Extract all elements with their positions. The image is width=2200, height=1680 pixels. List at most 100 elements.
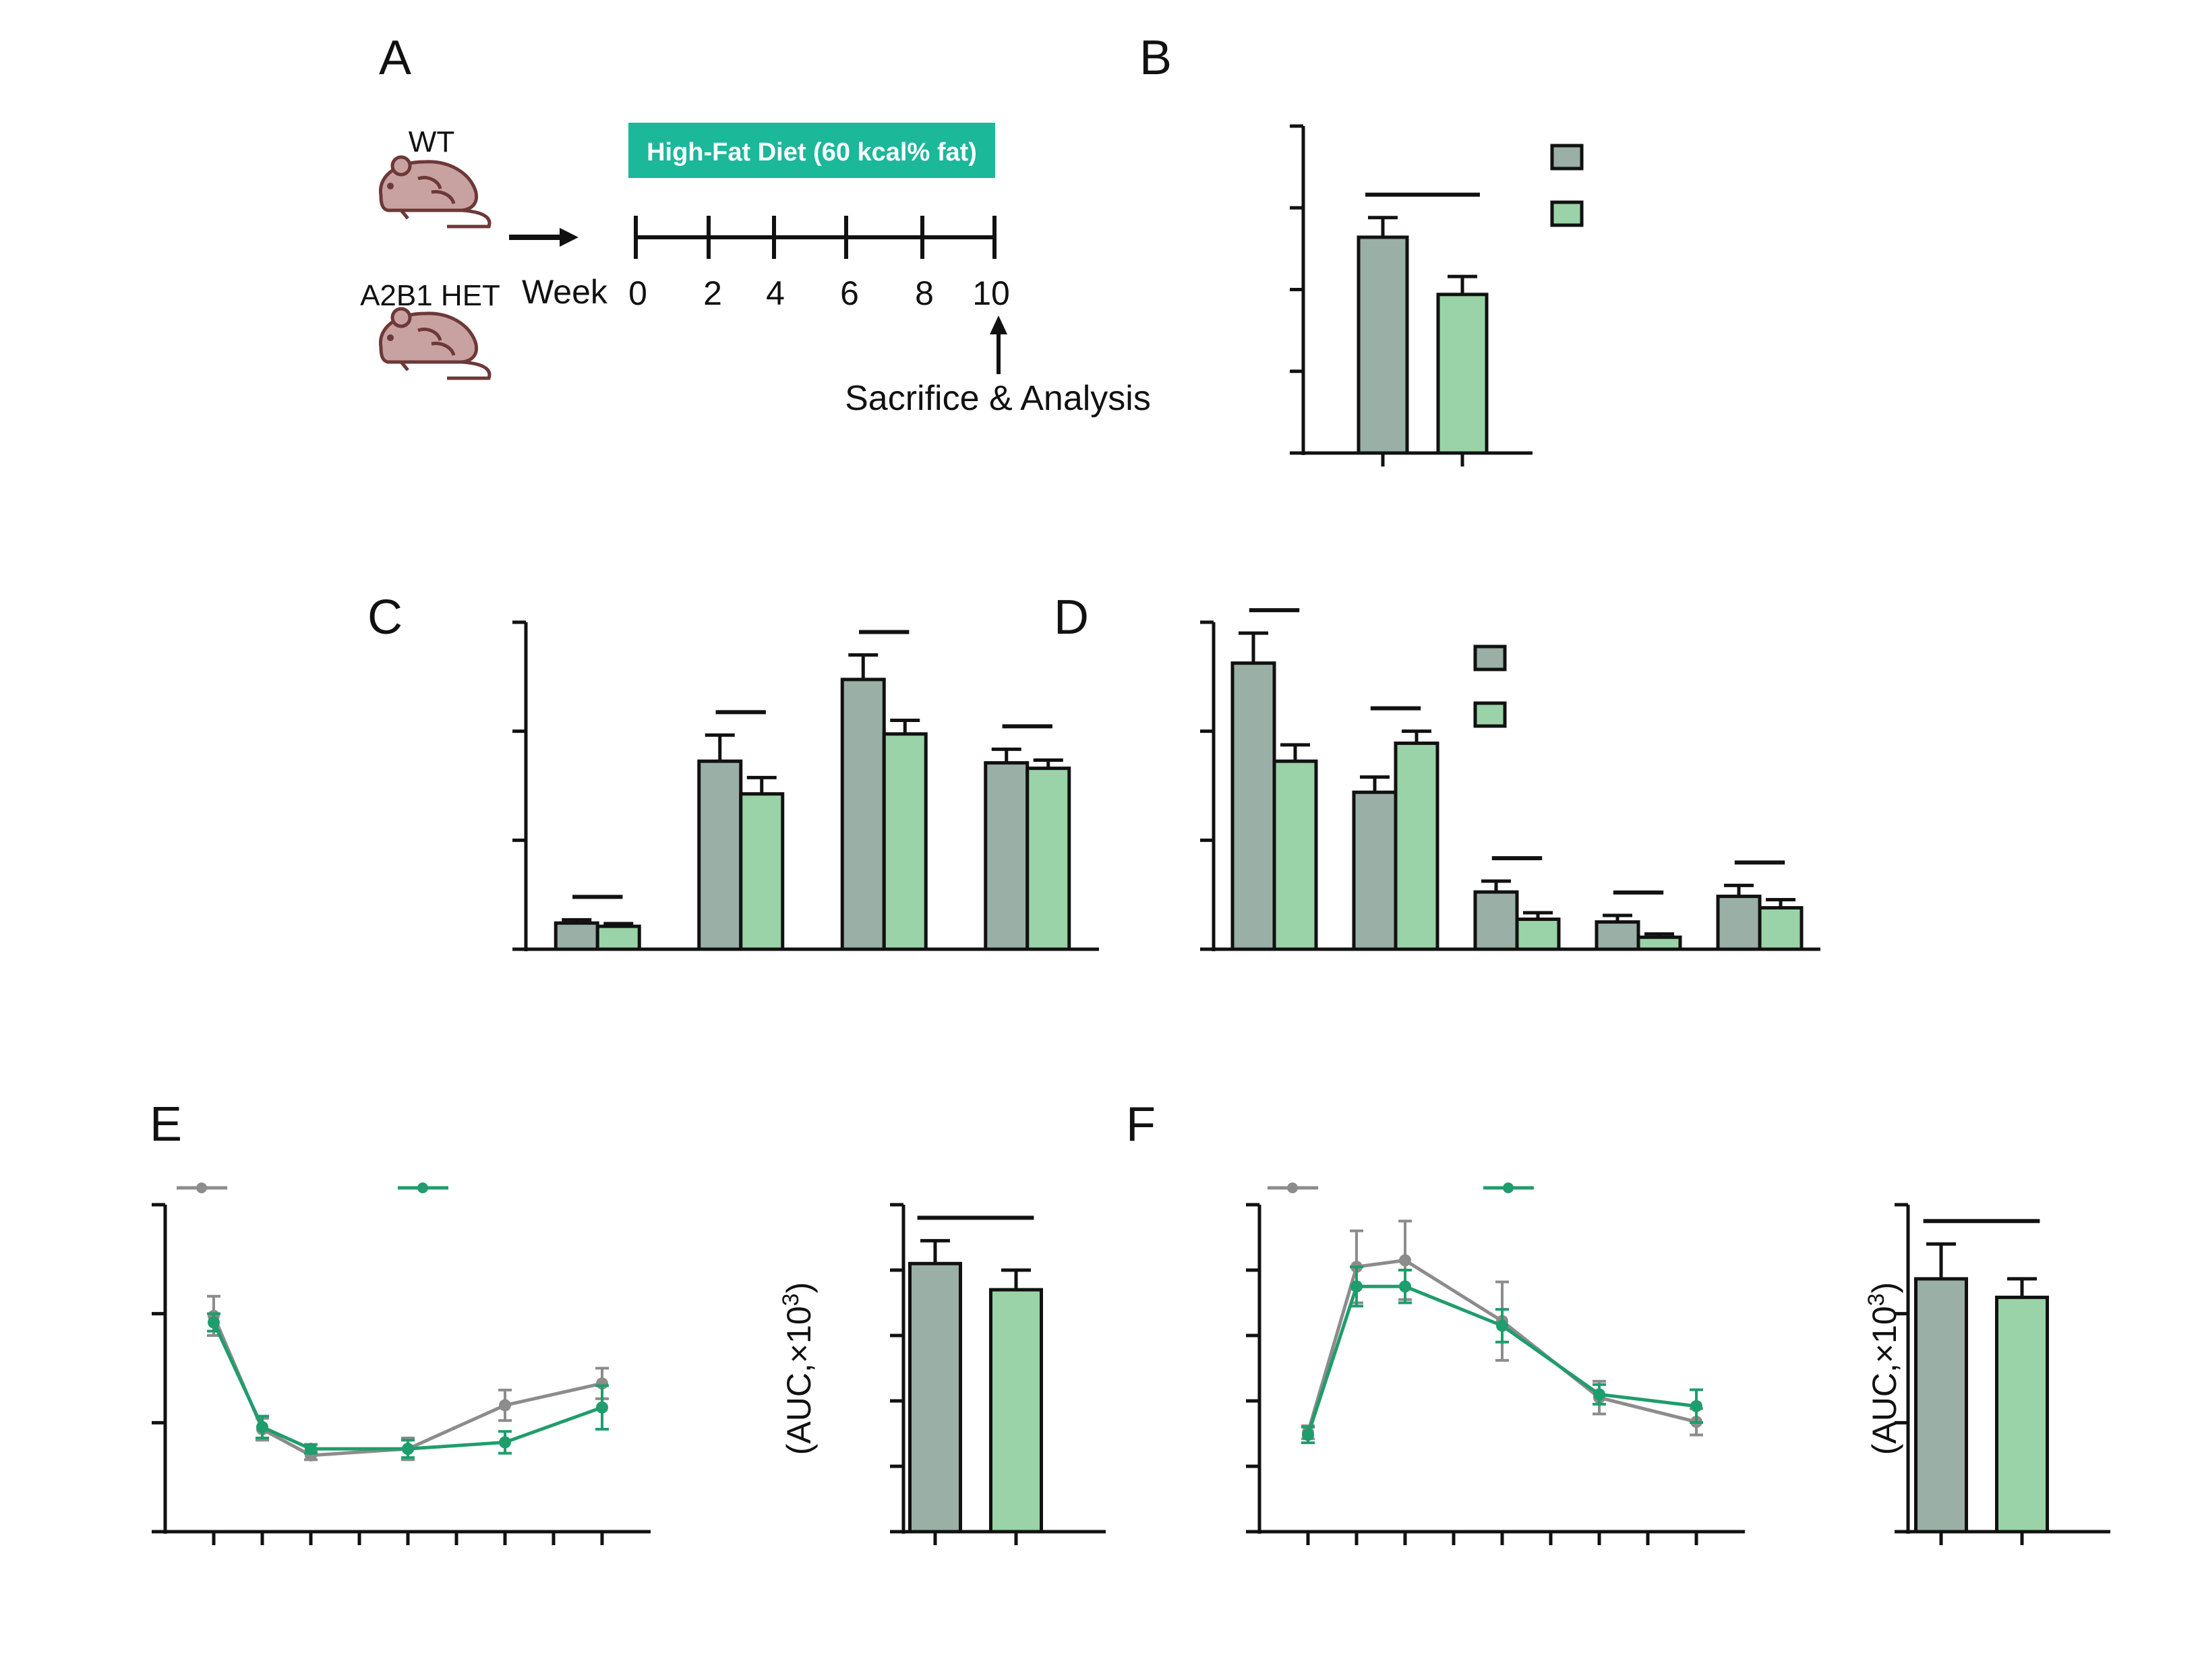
wt-series-line — [1306, 1258, 1697, 1433]
panel-letter-f: F — [1126, 1098, 1156, 1151]
het-data-point — [208, 1316, 220, 1329]
het-bar-ewat — [882, 732, 928, 951]
error-bar — [746, 775, 777, 794]
error-bar — [1001, 1268, 1031, 1290]
panel-letter-c: C — [367, 591, 403, 644]
timeline — [634, 216, 997, 259]
error-bar — [1280, 743, 1310, 762]
panel-letter-e: E — [150, 1098, 182, 1151]
het-bar-ldl — [1515, 918, 1561, 951]
legend-marker-het — [1503, 1182, 1514, 1193]
error-bar — [1402, 729, 1431, 744]
diet-box — [628, 123, 995, 178]
legend-swatch-wt — [1473, 644, 1507, 671]
error-bar — [920, 1238, 950, 1264]
het-data-point — [1690, 1400, 1702, 1412]
y-axis — [1200, 620, 1216, 951]
het-data-point — [1399, 1280, 1411, 1293]
y-axis — [890, 1203, 905, 1534]
het-bar-iwat — [739, 792, 785, 951]
panel-letter-a: A — [379, 31, 411, 85]
error-bar — [991, 747, 1021, 763]
het-data-point — [1350, 1280, 1363, 1293]
error-bar — [1239, 631, 1268, 663]
wt-series-line — [212, 1315, 603, 1458]
error-bar — [890, 719, 920, 734]
week-tick-2: 2 — [703, 274, 722, 312]
het-bar-fa — [1995, 1295, 2049, 1534]
auc-exponent: 3 — [1864, 1293, 1889, 1306]
auc-prefix: (AUC,×10 — [780, 1306, 818, 1455]
het-bar-bat — [595, 924, 641, 951]
het-data-point — [402, 1443, 414, 1456]
error-bar — [1481, 879, 1511, 893]
legend-swatch-het — [1473, 701, 1507, 728]
het-data-point — [1593, 1388, 1605, 1401]
wt-bar-tg — [1595, 920, 1640, 951]
auc-exponent: 3 — [778, 1293, 804, 1306]
error-bar — [1724, 883, 1754, 897]
wt-bar-nefa — [1716, 895, 1762, 951]
legend-marker-wt — [1287, 1182, 1298, 1193]
het-bar-ea — [989, 1288, 1043, 1534]
wt-bar-tc — [1230, 661, 1276, 951]
legend-swatch-het — [1550, 200, 1584, 227]
het-label: A2B1 HET — [360, 279, 500, 312]
het-data-point — [499, 1436, 511, 1449]
y-axis — [1895, 1203, 1910, 1534]
auc-suffix: ) — [1866, 1282, 1903, 1294]
y-axis-label-line2: (AUC,×103) — [1864, 1282, 1903, 1456]
auc-prefix: (AUC,×10 — [1866, 1306, 1903, 1455]
error-bar — [705, 733, 735, 762]
panel-letter-b: B — [1139, 31, 1172, 85]
wt-bar-hdl — [1352, 790, 1398, 951]
y-axis-label-line2: (AUC,×103) — [778, 1282, 818, 1456]
panel-a: A WT A2B1 HET High-Fat Diet (60 kcal% fa… — [360, 31, 1151, 418]
legend-marker-wt — [196, 1182, 207, 1193]
diet-label: High-Fat Diet (60 kcal% fat) — [647, 138, 977, 167]
het-bar-tg — [1636, 935, 1682, 951]
wt-label: WT — [409, 125, 454, 158]
wt-bar-ewat — [840, 678, 886, 951]
panel-letter-d: D — [1054, 591, 1089, 644]
week-label: Week — [522, 273, 608, 311]
legend-marker-het — [417, 1182, 428, 1193]
wt-bar-ldl — [1473, 890, 1519, 951]
wt-bar-fa — [1914, 1277, 1968, 1534]
het-bar-nefa — [1758, 906, 1804, 951]
het-series-line — [1306, 1284, 1697, 1436]
mouse-icon — [380, 309, 489, 378]
sacrifice-label: Sacrifice & Analysis — [845, 379, 1151, 418]
week-tick-0: 0 — [628, 274, 647, 312]
auc-suffix: ) — [780, 1282, 818, 1294]
error-bar — [1360, 775, 1390, 793]
week-tick-6: 6 — [840, 274, 859, 312]
y-axis — [1246, 1203, 1261, 1534]
week-tick-4: 4 — [766, 274, 785, 312]
het-data-point — [1302, 1429, 1314, 1441]
y-axis — [512, 620, 528, 951]
wt-data-point — [499, 1399, 511, 1412]
wt-data-point — [1399, 1254, 1411, 1267]
het-bar-tc — [1272, 759, 1318, 951]
arrow-right-icon — [509, 228, 578, 247]
het-data-point — [305, 1443, 317, 1456]
wt-bar-b — [1357, 235, 1409, 455]
error-bar — [2007, 1277, 2037, 1298]
wt-bar-liver — [984, 761, 1030, 951]
mouse-icon — [380, 157, 489, 227]
chart-panels: BC DE(AUC,×103)F(AUC,×103) — [150, 31, 2110, 1545]
het-bar-liver — [1025, 767, 1071, 951]
week-tick-10: 10 — [972, 274, 1010, 312]
legend-swatch-wt — [1550, 144, 1584, 171]
het-data-point — [596, 1401, 608, 1414]
het-bar-hdl — [1394, 741, 1439, 951]
arrow-up-icon — [990, 316, 1007, 374]
week-tick-8: 8 — [915, 274, 934, 312]
error-bar — [1368, 216, 1398, 237]
wt-bar-ea — [908, 1261, 962, 1534]
y-axis — [1290, 124, 1305, 455]
error-bar — [1448, 274, 1477, 295]
het-series-line — [212, 1321, 603, 1451]
